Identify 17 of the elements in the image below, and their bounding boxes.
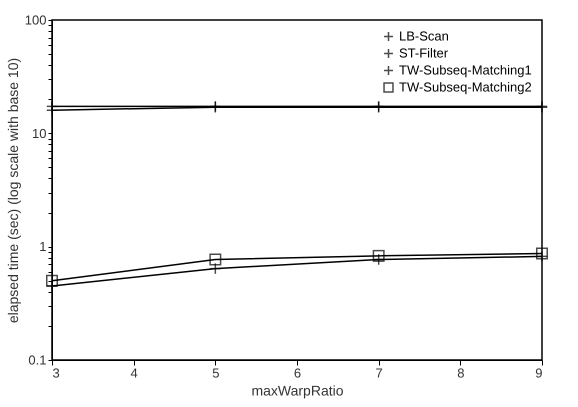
x-axis-title: maxWarpRatio (251, 382, 344, 398)
y-tick-label: 1 (39, 239, 46, 254)
legend-label: TW-Subseq-Matching2 (399, 80, 532, 94)
legend-label: ST-Filter (399, 46, 449, 60)
legend-label: LB-Scan (399, 28, 449, 44)
legend-label: TW-Subseq-Matching1 (399, 62, 532, 78)
x-tick-label: 5 (212, 366, 220, 380)
x-tick-label: 7 (376, 366, 383, 380)
x-tick-label: 9 (535, 366, 542, 380)
y-axis-title: elapsed time (sec) (log scale with base 10) (4, 58, 21, 324)
x-tick-label: 6 (294, 366, 302, 380)
y-tick-label: 10 (32, 126, 46, 141)
y-tick-label: 0.1 (28, 352, 46, 368)
x-tick-label: 3 (52, 366, 60, 380)
y-tick-label: 100 (24, 12, 46, 28)
x-tick-label: 8 (457, 366, 464, 380)
x-tick-label: 4 (130, 366, 138, 380)
